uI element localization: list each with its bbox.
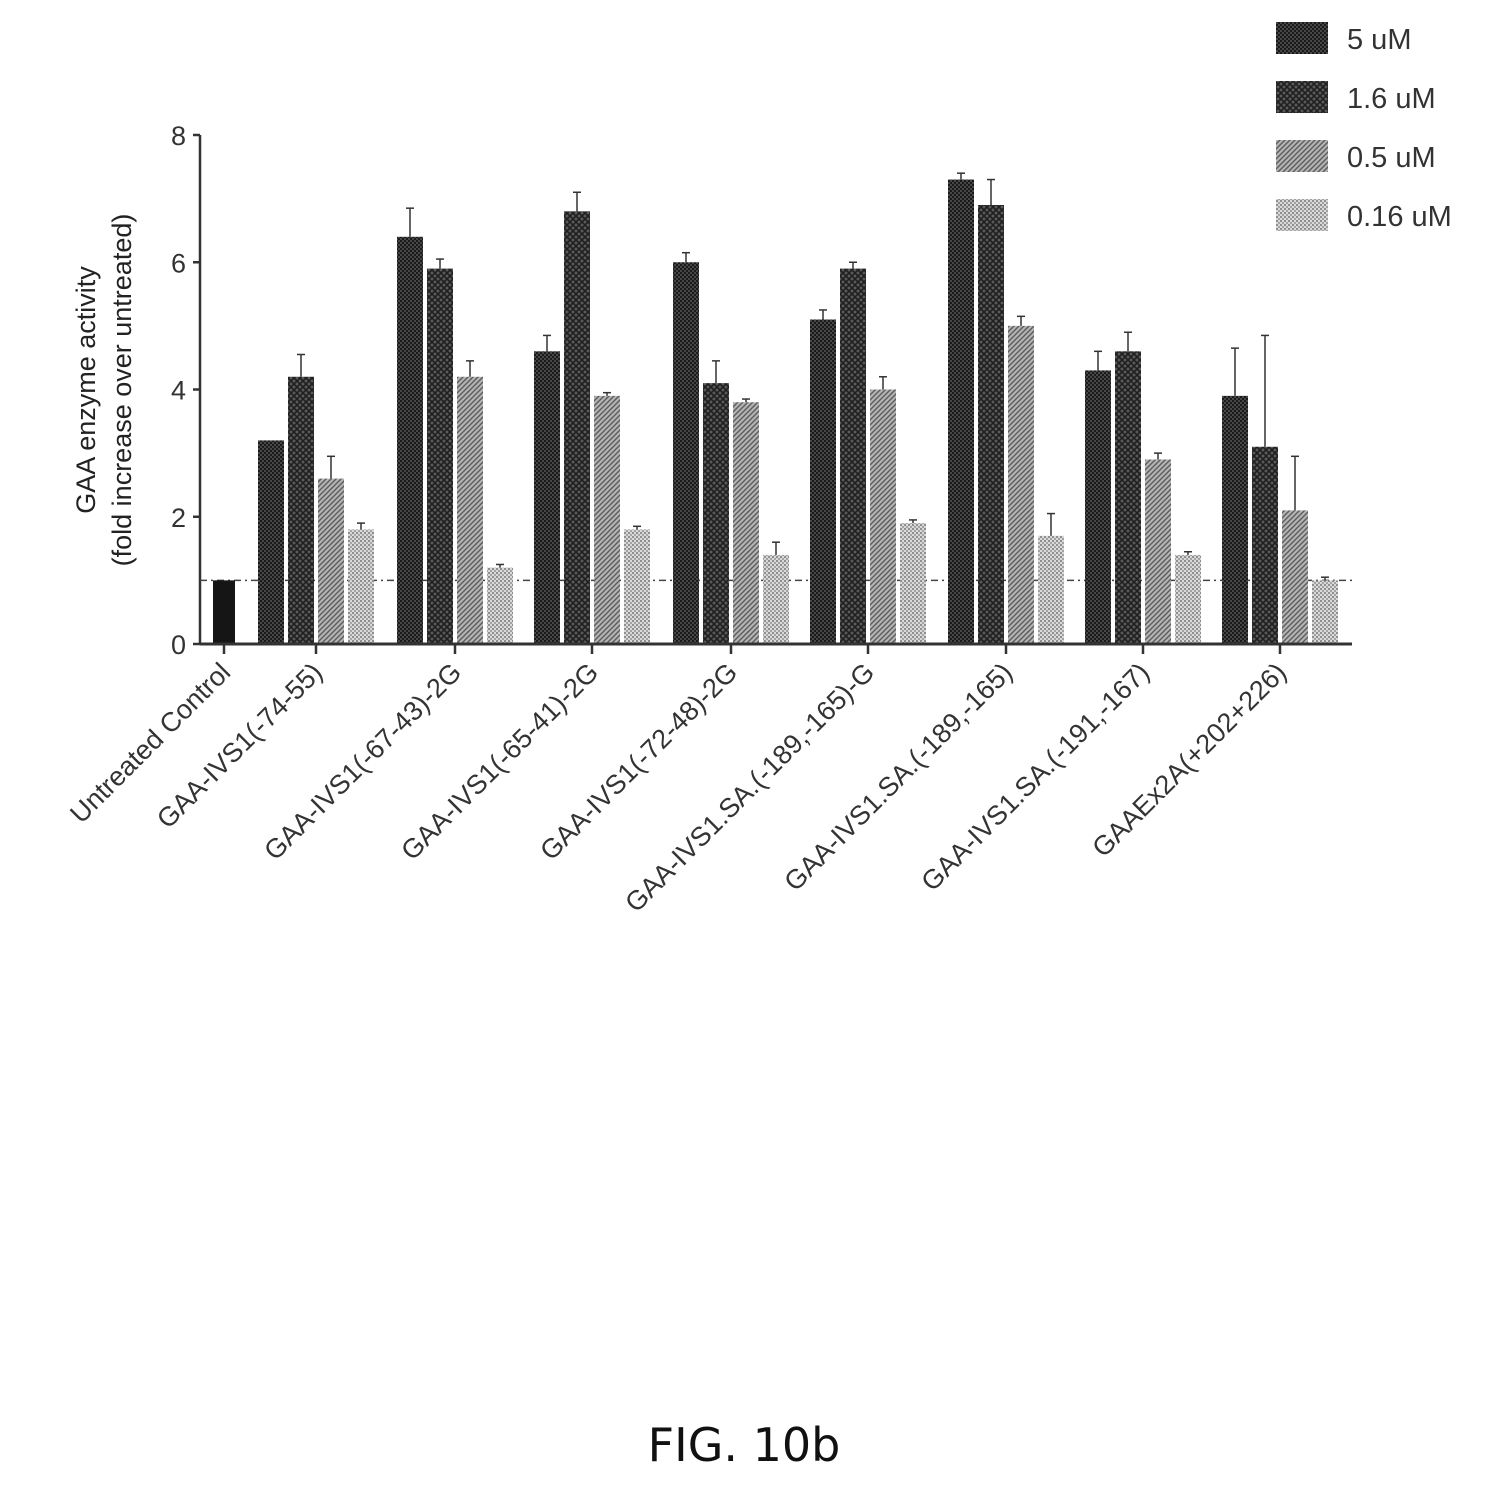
bar-0_5uM-group-2 [457, 376, 483, 644]
y-axis-title: GAA enzyme activity (fold increase over … [71, 214, 137, 567]
x-axis-labels: Untreated ControlGAA-IVS1(-74-55)GAA-IVS… [64, 657, 1292, 918]
x-category-label: GAA-IVS1.SA.(-191,-167) [915, 657, 1155, 897]
legend-swatch [1276, 199, 1328, 231]
legend-swatch [1276, 140, 1328, 172]
y-axis-title-line2: (fold increase over untreated) [107, 214, 137, 567]
x-category-label: GAA-IVS1.SA.(-189,-165) [778, 657, 1018, 897]
bar-5uM-group-5 [810, 319, 836, 644]
bar-5uM-group-4 [673, 262, 699, 644]
y-tick-label: 4 [171, 376, 186, 406]
bar-0_5uM-group-5 [870, 389, 896, 644]
legend: 5 uM 1.6 uM 0.5 uM 0.16 uM [1276, 22, 1452, 233]
y-axis: 0 2 4 6 8 [171, 121, 202, 660]
bar-0_16uM-group-6 [1038, 535, 1064, 644]
bar-0_16uM-group-8 [1312, 580, 1338, 644]
y-tick-label: 2 [171, 503, 186, 533]
x-category-label: GAA-IVS1.SA.(-189,-165)-G [619, 657, 880, 918]
bar-1_6uM-group-7 [1115, 351, 1141, 644]
bar-0_5uM-group-1 [318, 478, 344, 644]
bar-5uM-group-7 [1085, 370, 1111, 644]
legend-label: 0.16 uM [1347, 201, 1452, 233]
bar-5uM-group-1 [258, 440, 284, 644]
bar-0_16uM-group-5 [900, 523, 926, 644]
bar-0_16uM-group-4 [763, 554, 789, 644]
legend-swatch [1276, 22, 1328, 54]
bar-0_5uM-group-7 [1145, 459, 1171, 644]
bar-1_6uM-group-3 [564, 211, 590, 644]
bar-5uM-group-2 [397, 236, 423, 645]
y-axis-title-line1: GAA enzyme activity [71, 266, 101, 514]
x-axis [200, 642, 1352, 654]
y-tick-label: 8 [171, 121, 186, 151]
bar-1_6uM-group-8 [1252, 446, 1278, 644]
legend-label: 1.6 uM [1347, 83, 1436, 115]
bar-0_16uM-group-1 [348, 529, 374, 644]
bar-1_6uM-group-4 [703, 383, 729, 644]
bar-0_16uM-group-3 [624, 529, 650, 644]
bar-1_6uM-group-2 [427, 268, 453, 644]
bar-1_6uM-group-1 [288, 376, 314, 644]
bars-layer [213, 172, 1338, 645]
figure-caption: FIG. 10b [647, 1418, 841, 1472]
x-category-label: Untreated Control [64, 657, 236, 829]
legend-swatch [1276, 81, 1328, 113]
bar-1_6uM-group-5 [840, 268, 866, 644]
bar-untreated-control [213, 580, 235, 644]
bar-0_5uM-group-6 [1008, 325, 1034, 644]
bar-5uM-group-6 [948, 179, 974, 644]
bar-5uM-group-8 [1222, 395, 1248, 644]
bar-0_16uM-group-2 [487, 567, 513, 644]
legend-label: 0.5 uM [1347, 142, 1436, 174]
legend-label: 5 uM [1347, 24, 1411, 56]
bar-0_5uM-group-3 [594, 395, 620, 644]
bar-5uM-group-3 [534, 351, 560, 644]
bar-0_16uM-group-7 [1175, 554, 1201, 644]
y-tick-label: 0 [171, 630, 186, 660]
bar-1_6uM-group-6 [978, 204, 1004, 645]
bar-0_5uM-group-8 [1282, 510, 1308, 644]
y-tick-label: 6 [171, 248, 186, 278]
bar-0_5uM-group-4 [733, 402, 759, 644]
